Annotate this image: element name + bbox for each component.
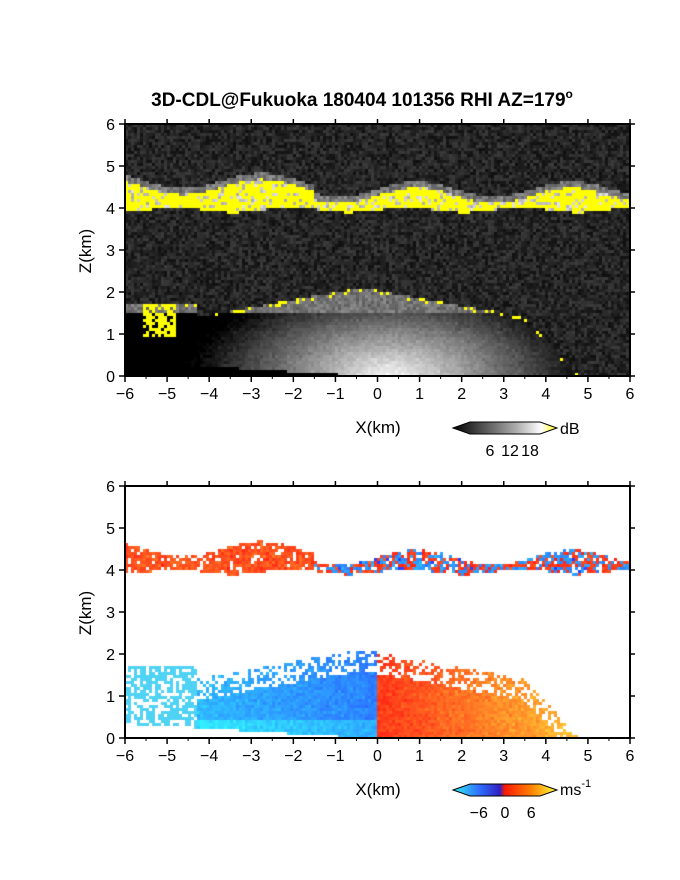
x-tick-label: −2: [284, 748, 302, 765]
colorbar-tick-label: 0: [501, 805, 510, 822]
y-tick-label: 4: [106, 563, 115, 580]
y-tick-label: 6: [106, 117, 115, 134]
velocity-colorbar: ms-1 −6 0 6: [451, 778, 591, 822]
velocity-heatmap: [125, 486, 630, 738]
x-tick-label: 0: [373, 386, 382, 403]
x-tick-label: −4: [200, 386, 218, 403]
x-tick-label: −5: [158, 748, 176, 765]
x-tick-label: −5: [158, 386, 176, 403]
colorbar-tick-label: 18: [521, 443, 539, 460]
x-tick-label: 3: [499, 386, 508, 403]
velocity-y-axis-label: Z(km): [76, 591, 95, 635]
x-tick-label: 5: [583, 386, 592, 403]
reflectivity-y-axis-label: Z(km): [76, 229, 95, 273]
x-tick-label: 0: [373, 748, 382, 765]
y-tick-label: 5: [106, 159, 115, 176]
reflectivity-x-axis-label: X(km): [355, 418, 400, 437]
reflectivity-axes: −6 −5 −4 −3 −2 −1 0 1 2 3 4 5 6 0 1 2 3 4 5 6: [106, 117, 635, 403]
x-tick-label: 4: [541, 386, 550, 403]
x-tick-label: 6: [626, 386, 635, 403]
x-tick-label: −2: [284, 386, 302, 403]
colorbar-tick-label: 12: [501, 443, 519, 460]
y-tick-label: 3: [106, 605, 115, 622]
reflectivity-colorbar-bar: [451, 421, 559, 435]
x-tick-label: 2: [457, 386, 466, 403]
reflectivity-colorbar-ticks: 6 12 18: [486, 443, 539, 460]
y-tick-label: 4: [106, 201, 115, 218]
velocity-colorbar-ticks: −6 0 6: [470, 805, 536, 822]
x-tick-label: −1: [326, 748, 344, 765]
colorbar-tick-label: 6: [527, 805, 536, 822]
velocity-colorbar-unit: ms-1: [560, 778, 591, 799]
colorbar-tick-label: −6: [470, 805, 488, 822]
velocity-x-axis-label: X(km): [355, 780, 400, 799]
x-tick-label: −3: [242, 748, 260, 765]
y-tick-label: 3: [106, 243, 115, 260]
reflectivity-colorbar: dB 6 12 18: [451, 421, 580, 460]
y-tick-label: 5: [106, 521, 115, 538]
x-tick-label: −6: [116, 386, 134, 403]
x-tick-label: 2: [457, 748, 466, 765]
x-tick-label: 1: [415, 748, 424, 765]
x-tick-label: 3: [499, 748, 508, 765]
velocity-colorbar-bar: [451, 783, 559, 797]
y-tick-label: 6: [106, 479, 115, 496]
x-tick-label: −3: [242, 386, 260, 403]
y-tick-label: 1: [106, 327, 115, 344]
y-tick-label: 2: [106, 647, 115, 664]
y-tick-label: 0: [106, 731, 115, 748]
chart-title: 3D-CDL@Fukuoka 180404 101356 RHI AZ=179o: [151, 87, 573, 111]
x-tick-label: −4: [200, 748, 218, 765]
y-tick-label: 0: [106, 369, 115, 386]
reflectivity-colorbar-unit: dB: [560, 421, 580, 438]
y-tick-label: 1: [106, 689, 115, 706]
y-tick-label: 2: [106, 285, 115, 302]
reflectivity-heatmap: [125, 124, 630, 376]
x-tick-label: −1: [326, 386, 344, 403]
x-tick-label: 5: [583, 748, 592, 765]
colorbar-tick-label: 6: [486, 443, 495, 460]
velocity-axes: −6 −5 −4 −3 −2 −1 0 1 2 3 4 5 6 0 1 2 3 4 5 6: [106, 479, 635, 765]
x-tick-label: 1: [415, 386, 424, 403]
x-tick-label: 4: [541, 748, 550, 765]
x-tick-label: −6: [116, 748, 134, 765]
x-tick-label: 6: [626, 748, 635, 765]
